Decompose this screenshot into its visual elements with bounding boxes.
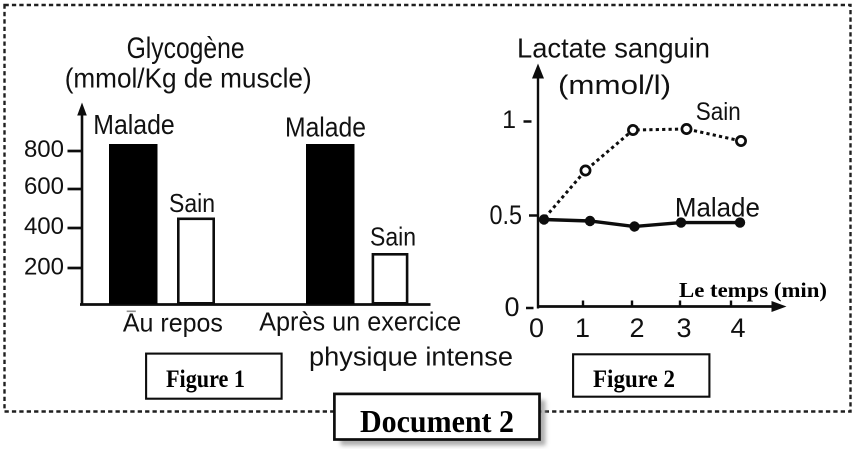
- svg-text:1: 1: [575, 313, 590, 343]
- svg-text:3: 3: [676, 313, 691, 343]
- svg-text:physique intense: physique intense: [309, 344, 513, 372]
- svg-text:Le temps (min): Le temps (min): [679, 278, 827, 302]
- svg-text:(mmol/Kg de muscle): (mmol/Kg de muscle): [65, 63, 312, 94]
- svg-text:2: 2: [629, 313, 644, 343]
- svg-text:Malade: Malade: [285, 112, 366, 143]
- svg-text:Glycogène: Glycogène: [127, 32, 245, 65]
- svg-text:Document 2: Document 2: [360, 403, 514, 439]
- svg-text:(mmol/l): (mmol/l): [558, 70, 671, 100]
- svg-text:400: 400: [24, 213, 64, 240]
- svg-text:Sain: Sain: [370, 222, 416, 252]
- svg-text:4: 4: [730, 313, 745, 343]
- svg-text:Au repos: Au repos: [123, 308, 223, 338]
- svg-text:600: 600: [24, 173, 64, 200]
- svg-text:800: 800: [24, 136, 64, 163]
- svg-text:0: 0: [504, 292, 519, 322]
- svg-text:200: 200: [24, 254, 64, 281]
- svg-text:Lactate sanguin: Lactate sanguin: [517, 33, 710, 64]
- svg-text:Malade: Malade: [675, 193, 760, 223]
- svg-text:Malade: Malade: [93, 109, 175, 140]
- svg-text:Figure 2: Figure 2: [593, 366, 675, 393]
- svg-text:Sain: Sain: [169, 188, 215, 218]
- svg-text:0.5: 0.5: [490, 200, 523, 230]
- svg-text:Après un exercice: Après un exercice: [259, 309, 461, 337]
- svg-text:1: 1: [502, 106, 516, 134]
- svg-text:0: 0: [529, 313, 544, 343]
- svg-text:Figure 1: Figure 1: [166, 366, 245, 393]
- svg-text:Sain: Sain: [696, 98, 741, 126]
